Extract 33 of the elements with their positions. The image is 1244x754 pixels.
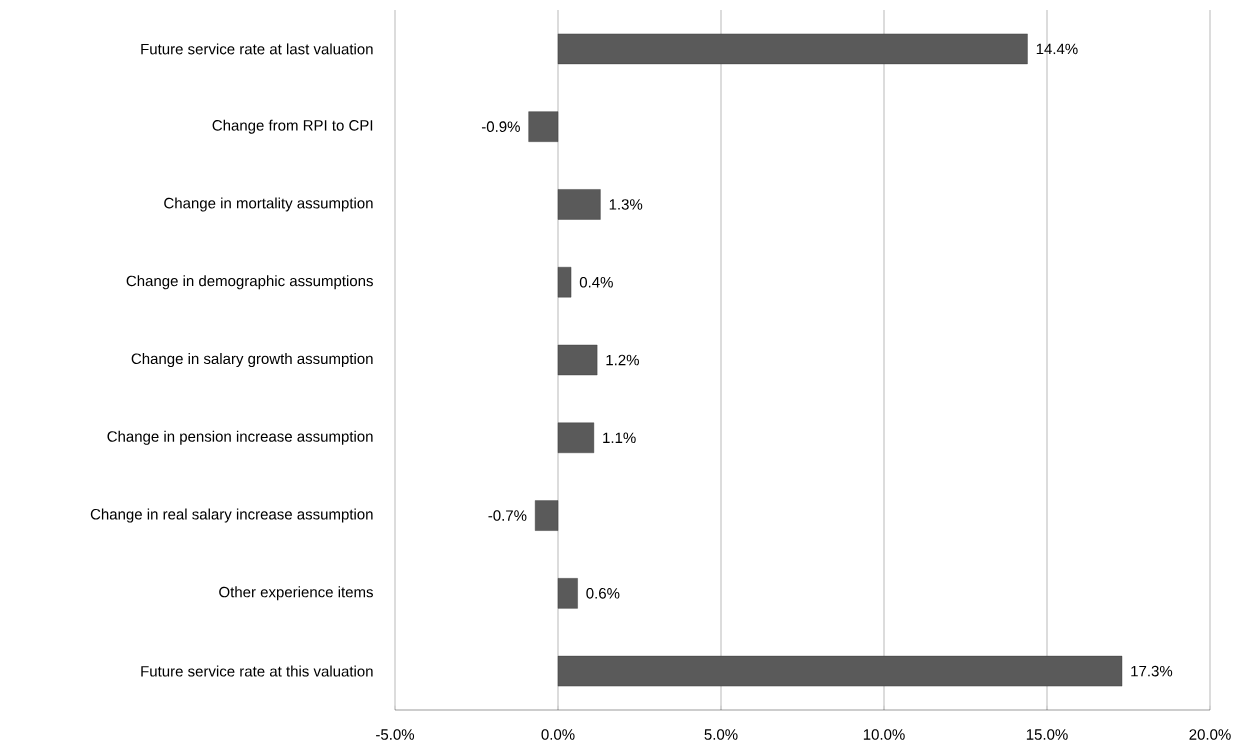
data-label: 1.1% [603, 432, 636, 444]
bar [557, 33, 1028, 65]
x-tick-label: -5.0% [376, 729, 415, 740]
data-label: 0.6% [586, 588, 620, 599]
bar [557, 422, 595, 453]
data-label: 1.3% [609, 199, 643, 210]
data-label: 14.4% [1036, 43, 1078, 55]
data-label: 0.4% [579, 276, 613, 288]
y-tick-label: Change in salary growth assumption [131, 353, 373, 367]
y-tick-label: Future service rate at last valuation [141, 43, 373, 55]
x-tick-label: 20.0% [1189, 729, 1231, 740]
y-tick-label: Change in demographic assumptions [126, 275, 373, 290]
y-tick-label: Change from RPI to CPI [212, 119, 373, 134]
bar [557, 578, 578, 609]
data-label: -0.7% [488, 510, 527, 521]
x-tick-label: 10.0% [863, 729, 905, 740]
y-tick-label: Other experience items [219, 586, 373, 601]
y-tick-label: Change in real salary increase assumption [90, 508, 373, 523]
x-tick-label: 5.0% [704, 729, 738, 740]
bar [528, 111, 559, 142]
data-label: -0.9% [481, 121, 520, 132]
bar [557, 655, 1123, 687]
y-tick-label: Future service rate at this valuation [141, 665, 373, 677]
x-tick-label: 0.0% [541, 729, 575, 740]
x-tick-label: 15.0% [1026, 729, 1068, 740]
data-label: 1.2% [606, 354, 639, 366]
bar [557, 267, 572, 298]
bar [557, 344, 598, 376]
data-label: 17.3% [1131, 665, 1173, 677]
bar [534, 500, 559, 531]
y-tick-label: Change in pension increase assumption [107, 430, 373, 445]
bar [557, 189, 601, 220]
y-tick-label: Change in mortality assumption [164, 197, 373, 212]
